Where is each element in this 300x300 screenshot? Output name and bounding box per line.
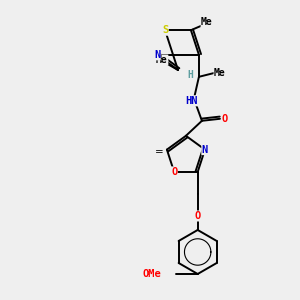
Text: O: O xyxy=(222,114,228,124)
Text: N: N xyxy=(154,50,160,60)
Text: H: H xyxy=(187,70,193,80)
Text: Me: Me xyxy=(214,68,226,78)
Text: =: = xyxy=(154,147,163,157)
Text: O: O xyxy=(195,211,201,221)
Text: OMe: OMe xyxy=(143,269,162,279)
Text: O: O xyxy=(171,167,177,177)
Text: HN: HN xyxy=(186,96,198,106)
Text: S: S xyxy=(162,25,168,35)
Text: Me: Me xyxy=(156,55,168,65)
Text: N: N xyxy=(202,145,208,154)
Text: Me: Me xyxy=(201,17,213,27)
